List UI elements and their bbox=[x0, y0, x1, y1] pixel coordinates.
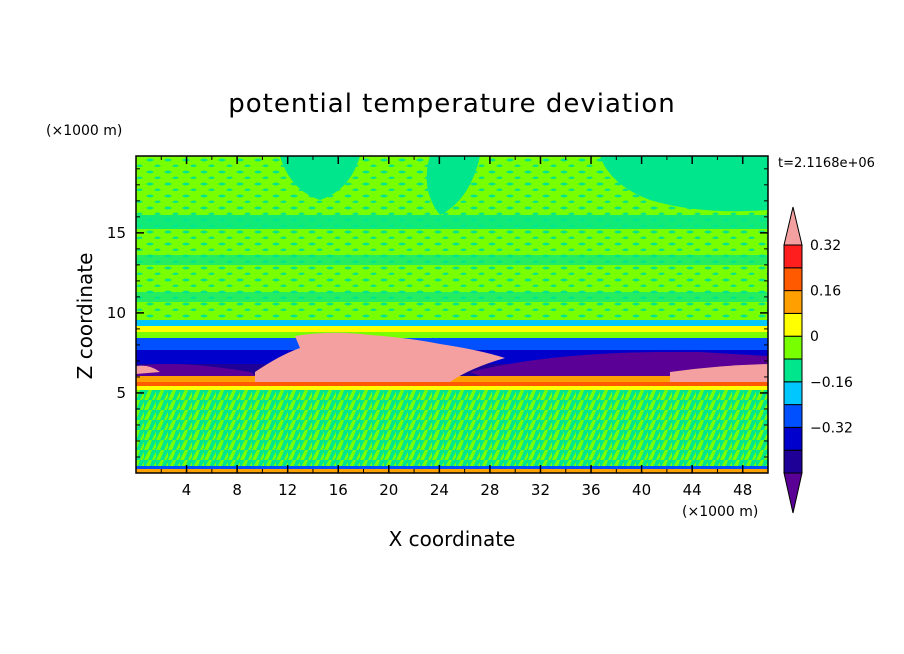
y-axis-label: Z coordinate bbox=[73, 253, 97, 380]
y-tick-label: 10 bbox=[107, 304, 126, 322]
contour-field bbox=[136, 156, 768, 473]
y-axis-unit: (×1000 m) bbox=[46, 123, 122, 139]
colorbar-box bbox=[783, 426, 803, 451]
right-warm-lobe bbox=[670, 364, 768, 382]
x-tick-label: 48 bbox=[733, 481, 752, 499]
colorbar-box bbox=[783, 449, 803, 474]
yellow-band bbox=[136, 326, 768, 332]
x-ticks: 4 8 12 16 20 24 28 32 36 40 44 48 bbox=[160, 156, 752, 499]
time-label: t=2.1168e+06 bbox=[778, 156, 875, 171]
x-tick-label: 40 bbox=[632, 481, 651, 499]
green-band bbox=[136, 332, 768, 338]
cyan-band bbox=[136, 320, 768, 328]
colorbar-box bbox=[783, 244, 803, 269]
upper-blob-1 bbox=[280, 156, 360, 200]
colorbar-box bbox=[783, 404, 803, 428]
x-axis-unit: (×1000 m) bbox=[682, 504, 758, 520]
colorbar-label: 0.16 bbox=[810, 284, 841, 300]
red-band bbox=[136, 382, 768, 386]
blue-layer bbox=[136, 338, 768, 352]
x-tick-label: 8 bbox=[232, 481, 242, 499]
colorbar-box bbox=[783, 312, 803, 337]
colorbar-label: −0.32 bbox=[810, 420, 853, 436]
mixed-layer bbox=[136, 390, 768, 467]
colorbar-label: 0 bbox=[810, 329, 819, 345]
chart-title: potential temperature deviation bbox=[228, 89, 675, 119]
colorbar-box bbox=[783, 267, 803, 292]
yellow-lower-band bbox=[136, 386, 768, 390]
colorbar-extend-top bbox=[783, 206, 803, 246]
x-tick-label: 12 bbox=[278, 481, 297, 499]
plot-frame bbox=[135, 155, 769, 474]
y-tick-label: 5 bbox=[116, 384, 126, 402]
warm-anomaly bbox=[255, 332, 505, 382]
upper-band-1 bbox=[136, 215, 768, 229]
x-tick-label: 20 bbox=[379, 481, 398, 499]
x-axis-label: X coordinate bbox=[389, 527, 516, 551]
x-tick-label: 36 bbox=[581, 481, 600, 499]
colorbar-label: 0.32 bbox=[810, 238, 841, 254]
colorbar-box bbox=[783, 381, 803, 406]
upper-band-3 bbox=[136, 292, 768, 302]
colorbar-box bbox=[783, 290, 803, 314]
x-tick-label: 4 bbox=[182, 481, 192, 499]
x-tick-label: 16 bbox=[329, 481, 348, 499]
colorbar-box bbox=[783, 335, 803, 360]
x-tick-label: 28 bbox=[480, 481, 499, 499]
colorbar-box bbox=[783, 358, 803, 383]
upper-blob-2 bbox=[426, 156, 480, 215]
left-warm-lobe bbox=[136, 365, 160, 374]
colorbar-extend-bottom bbox=[783, 472, 803, 514]
x-tick-label: 44 bbox=[683, 481, 702, 499]
colorbar: −0.32 −0.16 0 0.16 0.32 bbox=[783, 206, 853, 514]
surface-orange bbox=[136, 469, 768, 473]
y-tick-label: 15 bbox=[107, 224, 126, 242]
x-tick-label: 24 bbox=[430, 481, 449, 499]
upper-blob-3 bbox=[600, 156, 768, 212]
y-ticks: 5 10 15 bbox=[107, 168, 768, 458]
upper-band-2 bbox=[136, 255, 768, 265]
x-tick-label: 32 bbox=[531, 481, 550, 499]
surface-blue bbox=[136, 466, 768, 469]
colorbar-label: −0.16 bbox=[810, 375, 853, 391]
